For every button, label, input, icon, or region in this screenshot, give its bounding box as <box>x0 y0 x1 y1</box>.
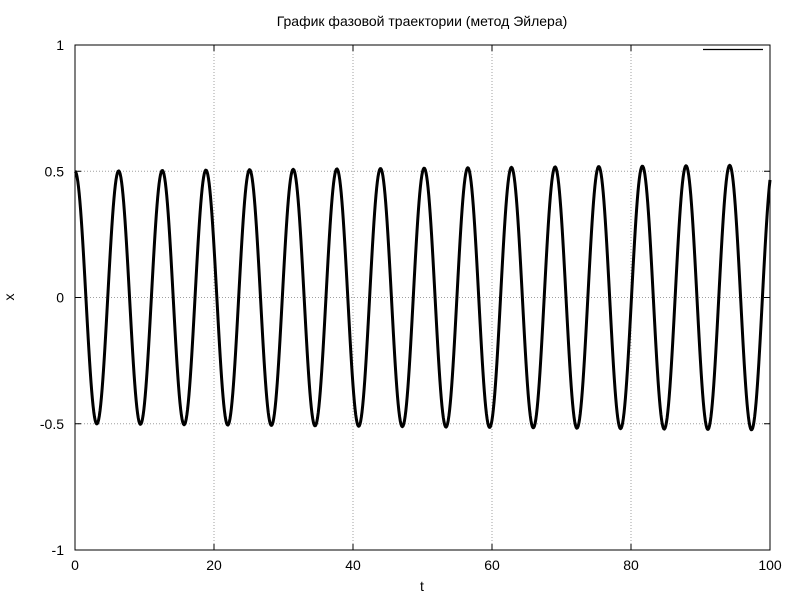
y-tick-label: -0.5 <box>40 416 64 432</box>
x-tick-label: 80 <box>623 557 639 573</box>
x-tick-label: 100 <box>758 557 782 573</box>
y-tick-label: -1 <box>52 542 65 558</box>
y-axis-label: x <box>1 294 17 301</box>
x-tick-label: 40 <box>345 557 361 573</box>
plot-frame <box>74 44 771 551</box>
chart-title: График фазовой траектории (метод Эйлера) <box>277 13 568 29</box>
y-tick-label: 0 <box>56 290 64 306</box>
y-axis: -1 -0.5 0 0.5 1 <box>40 37 770 558</box>
y-tick-label: 0.5 <box>45 163 65 179</box>
y-tick-label: 1 <box>56 37 64 53</box>
x-axis-label: t <box>420 578 424 594</box>
x-tick-label: 60 <box>484 557 500 573</box>
x-tick-label: 20 <box>206 557 222 573</box>
series-line <box>73 163 772 432</box>
grid <box>75 45 770 550</box>
x-axis: 0 20 40 60 80 100 <box>71 45 782 573</box>
x-tick-label: 0 <box>71 557 79 573</box>
